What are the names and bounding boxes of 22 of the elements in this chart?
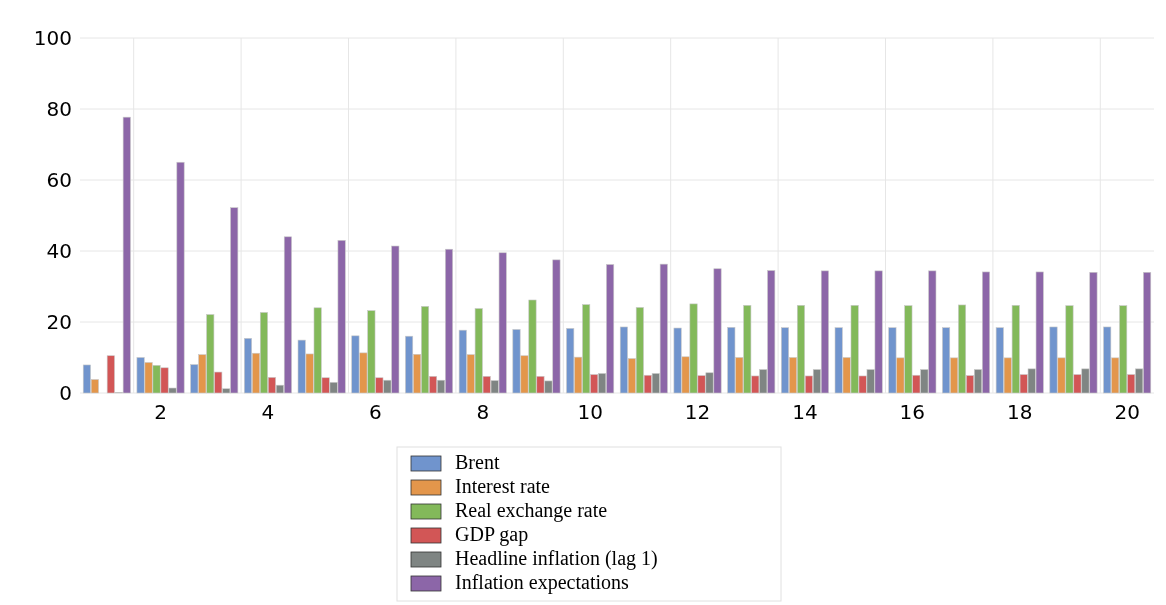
y-tick-label: 0 — [59, 381, 72, 405]
x-tick-label: 8 — [476, 400, 490, 424]
legend-label: Brent — [455, 451, 500, 473]
y-tick-label: 20 — [46, 310, 72, 334]
x-tick-label: 4 — [261, 400, 275, 424]
legend-label: Inflation expectations — [455, 571, 630, 594]
x-tick-label: 18 — [1007, 400, 1033, 424]
x-tick-label: 14 — [792, 400, 818, 424]
x-tick-label: 6 — [368, 400, 382, 424]
legend-label: Headline inflation (lag 1) — [455, 547, 658, 570]
x-tick-label: 20 — [1114, 400, 1140, 424]
y-tick-label: 60 — [46, 168, 72, 192]
x-tick-label: 16 — [899, 400, 926, 424]
legend-label: Real exchange rate — [455, 499, 608, 522]
x-tick-label: 2 — [154, 400, 167, 424]
y-tick-label: 40 — [46, 239, 72, 263]
y-tick-label: 80 — [46, 97, 72, 121]
y-tick-label: 100 — [33, 26, 72, 50]
legend-label: Interest rate — [455, 475, 551, 497]
x-tick-label: 12 — [684, 400, 711, 424]
x-tick-label: 10 — [577, 400, 603, 424]
legend-label: GDP gap — [455, 523, 529, 546]
